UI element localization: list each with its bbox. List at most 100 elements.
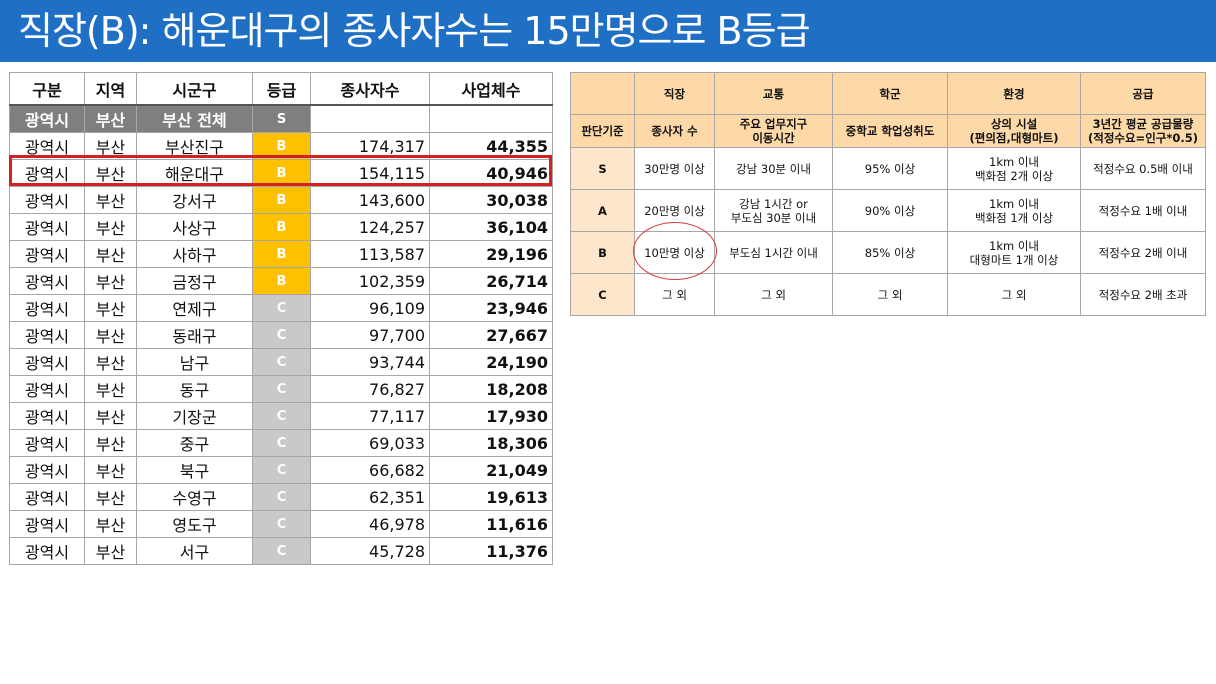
table-row: 광역시 부산 금정구 B 102,359 26,714	[9, 267, 553, 295]
category-header	[570, 72, 635, 115]
cell-line: 부도심 1시간 이내	[729, 245, 818, 260]
table-row: 광역시 부산 강서구 B 143,600 30,038	[9, 186, 553, 214]
cell-line: 부도심 30분 이내	[730, 210, 817, 225]
cell-workers: 69,033	[310, 429, 430, 457]
cell-region: 부산	[84, 104, 137, 133]
b-grade-circle-annotation	[633, 222, 717, 280]
criteria-cell: 1km 이내 백화점 2개 이상	[947, 147, 1081, 190]
cell-cat: 광역시	[9, 483, 85, 511]
grade-level-row: B 10만명 이상 부도심 1시간 이내 85% 이상 1km 이내 대형마트 1개 이상…	[570, 231, 1206, 274]
cell-district: 사상구	[136, 213, 253, 241]
cell-cat: 광역시	[9, 267, 85, 295]
category-header: 학군	[832, 72, 948, 115]
cell-workers: 76,827	[310, 375, 430, 403]
cell-biz: 11,376	[429, 537, 553, 565]
cell-cat: 광역시	[9, 537, 85, 565]
cell-line: 적정수요 1배 이내	[1098, 203, 1188, 218]
criteria-cell: 1km 이내 대형마트 1개 이상	[947, 231, 1081, 274]
grade-level-row: C 그 외 그 외 그 외 그 외 적정수요 2배 초과	[570, 273, 1206, 316]
cell-line: 주요 업무지구	[739, 117, 808, 131]
table-row: 광역시 부산 연제구 C 96,109 23,946	[9, 294, 553, 322]
cell-line: 중학교 학업성취도	[845, 124, 935, 138]
cell-workers	[310, 104, 430, 133]
cell-cat: 광역시	[9, 186, 85, 214]
cell-biz: 19,613	[429, 483, 553, 511]
grade-badge: B	[252, 267, 311, 295]
criteria-cell: 1km 이내 백화점 1개 이상	[947, 189, 1081, 232]
cell-region: 부산	[84, 375, 137, 403]
cell-line: 적정수요 2배 이내	[1098, 245, 1188, 260]
cell-district: 동구	[136, 375, 253, 403]
grade-badge: B	[252, 240, 311, 268]
cell-line: 상의 시설	[990, 117, 1038, 131]
page-title: 직장(B): 해운대구의 종사자수는 15만명으로 B등급	[18, 9, 811, 53]
category-header: 공급	[1080, 72, 1206, 115]
cell-region: 부산	[84, 186, 137, 214]
cell-line: (편의점,대형마트)	[969, 131, 1059, 145]
grade-badge: B	[252, 186, 311, 214]
cell-line: 종사자 수	[651, 124, 698, 138]
cell-biz: 30,038	[429, 186, 553, 214]
table-row: 광역시 부산 중구 C 69,033 18,306	[9, 429, 553, 457]
title-banner: 직장(B): 해운대구의 종사자수는 15만명으로 B등급	[0, 0, 1216, 62]
cell-district: 사하구	[136, 240, 253, 268]
cell-region: 부산	[84, 267, 137, 295]
cell-region: 부산	[84, 456, 137, 484]
cell-line: 이동시간	[752, 131, 795, 145]
cell-line: 그 외	[761, 287, 786, 302]
cell-region: 부산	[84, 159, 137, 187]
criteria-header: 3년간 평균 공급물량 (적정수요=인구*0.5)	[1080, 114, 1206, 148]
criteria-cell: 적정수요 2배 초과	[1080, 273, 1206, 316]
cell-line: 백화점 1개 이상	[974, 210, 1054, 225]
cell-line: 90% 이상	[864, 203, 916, 218]
criteria-cell: 적정수요 1배 이내	[1080, 189, 1206, 232]
criteria-cell: 그 외	[634, 273, 715, 316]
grade-badge: C	[252, 348, 311, 376]
criteria-header: 중학교 학업성취도	[832, 114, 948, 148]
cell-workers: 97,700	[310, 321, 430, 349]
cell-cat: 광역시	[9, 429, 85, 457]
category-header: 환경	[947, 72, 1081, 115]
criteria-cell: 강남 1시간 or 부도심 30분 이내	[714, 189, 833, 232]
cell-cat: 광역시	[9, 348, 85, 376]
grade-level-label: A	[570, 189, 635, 232]
cell-cat: 광역시	[9, 240, 85, 268]
criteria-cell: 그 외	[947, 273, 1081, 316]
criteria-cell: 그 외	[714, 273, 833, 316]
cell-biz: 18,208	[429, 375, 553, 403]
header-cat: 구분	[9, 72, 85, 106]
criteria-cell: 그 외	[832, 273, 948, 316]
grade-level-label: B	[570, 231, 635, 274]
criteria-header: 주요 업무지구 이동시간	[714, 114, 833, 148]
header-workers: 종사자수	[310, 72, 430, 106]
cell-line: 1km 이내	[989, 154, 1039, 169]
cell-region: 부산	[84, 240, 137, 268]
cell-district: 수영구	[136, 483, 253, 511]
cell-region: 부산	[84, 348, 137, 376]
header-grade: 등급	[252, 72, 311, 106]
grade-badge: C	[252, 510, 311, 538]
cell-district: 강서구	[136, 186, 253, 214]
header-region: 지역	[84, 72, 137, 106]
cell-district: 기장군	[136, 402, 253, 430]
criteria-cell: 90% 이상	[832, 189, 948, 232]
cell-cat: 광역시	[9, 456, 85, 484]
category-header: 직장	[634, 72, 715, 115]
cell-cat: 광역시	[9, 213, 85, 241]
cell-line: 그 외	[877, 287, 903, 302]
grade-badge: C	[252, 537, 311, 565]
table-header-row: 구분 지역 시군구 등급 종사자수 사업체수	[9, 72, 553, 106]
cell-workers: 45,728	[310, 537, 430, 565]
cell-line: 그 외	[662, 287, 687, 302]
grade-badge: C	[252, 402, 311, 430]
cell-district: 금정구	[136, 267, 253, 295]
cell-district: 부산 전체	[136, 104, 253, 133]
cell-biz: 17,930	[429, 402, 553, 430]
cell-line: 적정수요 2배 초과	[1098, 287, 1188, 302]
cell-workers: 46,978	[310, 510, 430, 538]
grade-level-row: A 20만명 이상 강남 1시간 or 부도심 30분 이내 90% 이상 1km 이내 백…	[570, 189, 1206, 232]
cell-line: 1km 이내	[989, 196, 1039, 211]
cell-line: 95% 이상	[864, 161, 916, 176]
cell-workers: 66,682	[310, 456, 430, 484]
table-row: 광역시 부산 기장군 C 77,117 17,930	[9, 402, 553, 430]
